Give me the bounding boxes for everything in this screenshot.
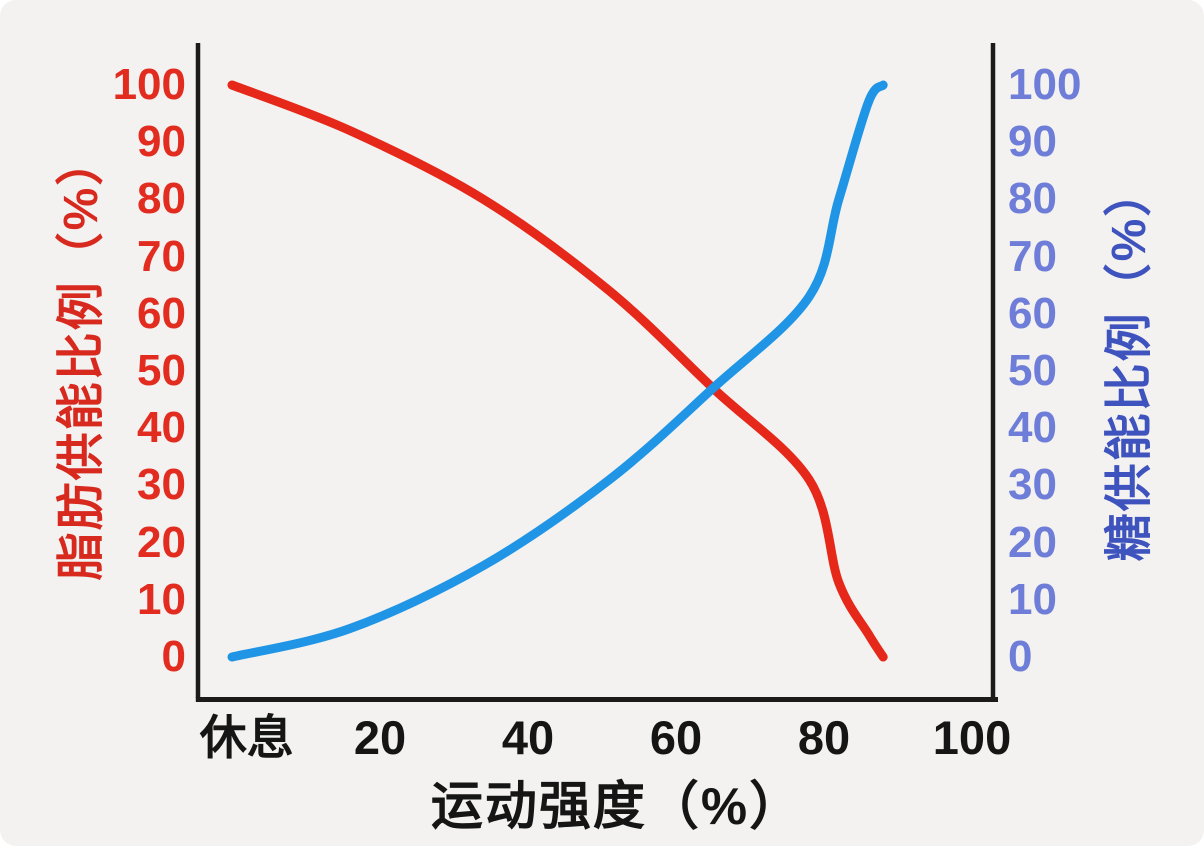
- y-tick-label: 30: [1008, 460, 1057, 510]
- x-tick-label: 20: [353, 711, 407, 764]
- x-axis-title: 运动强度（%）: [430, 778, 804, 836]
- left-axis-ticks: 100 90 80 70 60 50 40 30 20 10 0: [0, 0, 186, 846]
- y-tick-label: 60: [137, 288, 186, 338]
- right-axis-ticks: 100 90 80 70 60 50 40 30 20 10 0: [1008, 0, 1168, 846]
- y-tick-label: 80: [1008, 174, 1057, 224]
- x-tick-label: 60: [649, 711, 703, 764]
- y-tick-label: 90: [137, 117, 186, 167]
- y-tick-label: 50: [137, 346, 186, 395]
- y-tick-label: 80: [137, 174, 186, 224]
- y-tick-label: 0: [1008, 632, 1033, 681]
- right-axis-title: 糖供能比例（%）: [1103, 166, 1156, 562]
- y-tick-label: 90: [1008, 117, 1057, 167]
- y-tick-label: 0: [161, 632, 186, 681]
- y-tick-label: 10: [1008, 574, 1057, 624]
- y-tick-label: 30: [137, 460, 186, 510]
- y-tick-label: 40: [137, 403, 186, 453]
- y-tick-label: 60: [1008, 288, 1057, 338]
- y-tick-label: 70: [1008, 231, 1057, 281]
- y-tick-label: 20: [1008, 517, 1057, 567]
- y-tick-label: 70: [137, 231, 186, 281]
- y-tick-label: 100: [112, 60, 186, 109]
- y-tick-label: 20: [137, 517, 186, 567]
- left-axis-title: 脂肪供能比例（%）: [55, 135, 108, 581]
- sugar-curve: [227, 80, 888, 662]
- y-tick-label: 40: [1008, 403, 1057, 453]
- x-tick-label: 休息: [199, 711, 294, 764]
- x-tick-label: 100: [932, 711, 1012, 764]
- y-tick-label: 50: [1008, 346, 1057, 395]
- fat-curve: [227, 80, 888, 662]
- x-tick-label: 40: [501, 711, 555, 764]
- x-tick-label: 80: [797, 711, 851, 764]
- y-tick-label: 100: [1008, 60, 1082, 109]
- y-tick-label: 10: [137, 574, 186, 624]
